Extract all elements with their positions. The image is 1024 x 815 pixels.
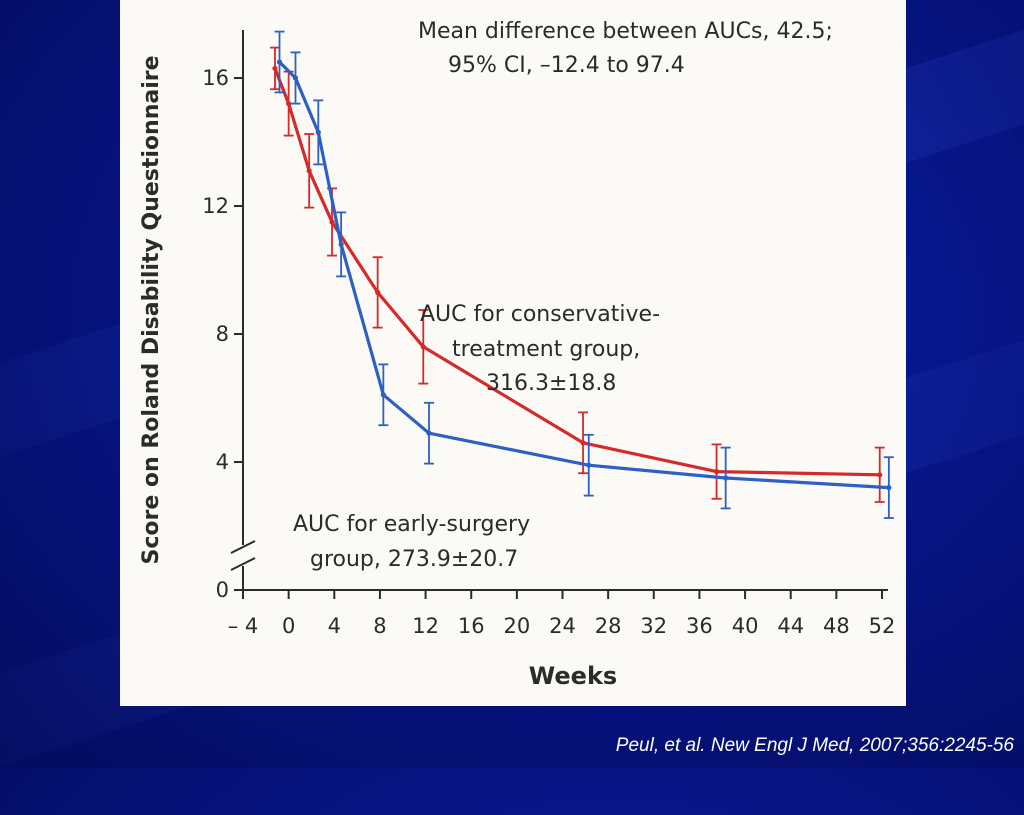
x-tick-label: 32: [640, 614, 667, 638]
x-tick-label: 4: [328, 614, 341, 638]
annotation-surgery-line2: group, 273.9±20.7: [310, 547, 518, 572]
citation: Peul, et al. New Engl J Med, 2007;356:22…: [615, 735, 1014, 756]
x-tick-label: 8: [373, 614, 386, 638]
data-point-conservative: [272, 65, 278, 71]
data-point-surgery: [380, 392, 386, 398]
chart-series-layer: [269, 30, 894, 519]
x-tick-label: 12: [412, 614, 439, 638]
chart-axes: [230, 30, 888, 591]
data-point-conservative: [306, 168, 312, 174]
data-point-conservative: [375, 289, 381, 295]
y-axis-label: Score on Roland Disability Questionnaire: [139, 55, 164, 564]
x-tick-label: – 4: [228, 614, 259, 638]
annotation-difference-line2: 95% CI, –12.4 to 97.4: [448, 53, 685, 78]
x-tick-label: 28: [595, 614, 622, 638]
y-tick-label: 8: [216, 322, 229, 346]
series-conservative: [269, 46, 885, 503]
annotation-conservative-line3: 316.3±18.8: [486, 371, 616, 396]
data-point-surgery: [886, 485, 892, 491]
y-tick-label: 16: [202, 66, 229, 90]
data-point-conservative: [420, 344, 426, 350]
axis-break-mark: [230, 557, 256, 571]
x-tick-label: 24: [549, 614, 576, 638]
x-tick-label: 52: [869, 614, 896, 638]
annotation-difference-line1: Mean difference between AUCs, 42.5;: [418, 19, 833, 44]
data-point-surgery: [338, 241, 344, 247]
data-point-conservative: [580, 440, 586, 446]
data-point-conservative: [713, 469, 720, 475]
data-point-surgery: [315, 129, 321, 135]
data-point-surgery: [276, 59, 283, 65]
y-tick-label: 12: [202, 194, 229, 218]
annotation-conservative-line1: AUC for conservative-: [420, 302, 660, 327]
data-point-surgery: [426, 430, 432, 436]
chart-panel: 0 4 8 12 16– 4 0 4 8 12 16 20 24 28 32 36 40 44 48 52 Scor…: [120, 0, 906, 706]
series-surgery: [274, 30, 894, 519]
data-point-surgery: [586, 462, 592, 468]
data-point-conservative: [877, 472, 883, 478]
series-line-surgery: [277, 60, 891, 490]
annotation-surgery-line1: AUC for early-surgery: [293, 512, 530, 537]
y-tick-label: 0: [216, 578, 229, 602]
x-tick-label: 40: [732, 614, 759, 638]
x-tick-label: 20: [503, 614, 530, 638]
data-point-surgery: [723, 475, 729, 481]
x-tick-label: 16: [458, 614, 485, 638]
data-point-surgery: [292, 75, 299, 81]
data-point-conservative: [286, 101, 292, 107]
axis-break-mark: [230, 540, 256, 554]
x-tick-label: 44: [777, 614, 804, 638]
x-axis-label: Weeks: [529, 662, 617, 690]
annotation-conservative-line2: treatment group,: [452, 337, 640, 362]
x-tick-label: 36: [686, 614, 713, 638]
x-tick-label: 48: [823, 614, 850, 638]
data-point-conservative: [329, 219, 335, 225]
y-tick-label: 4: [216, 450, 229, 474]
x-tick-label: 0: [282, 614, 295, 638]
series-line-conservative: [273, 66, 882, 477]
